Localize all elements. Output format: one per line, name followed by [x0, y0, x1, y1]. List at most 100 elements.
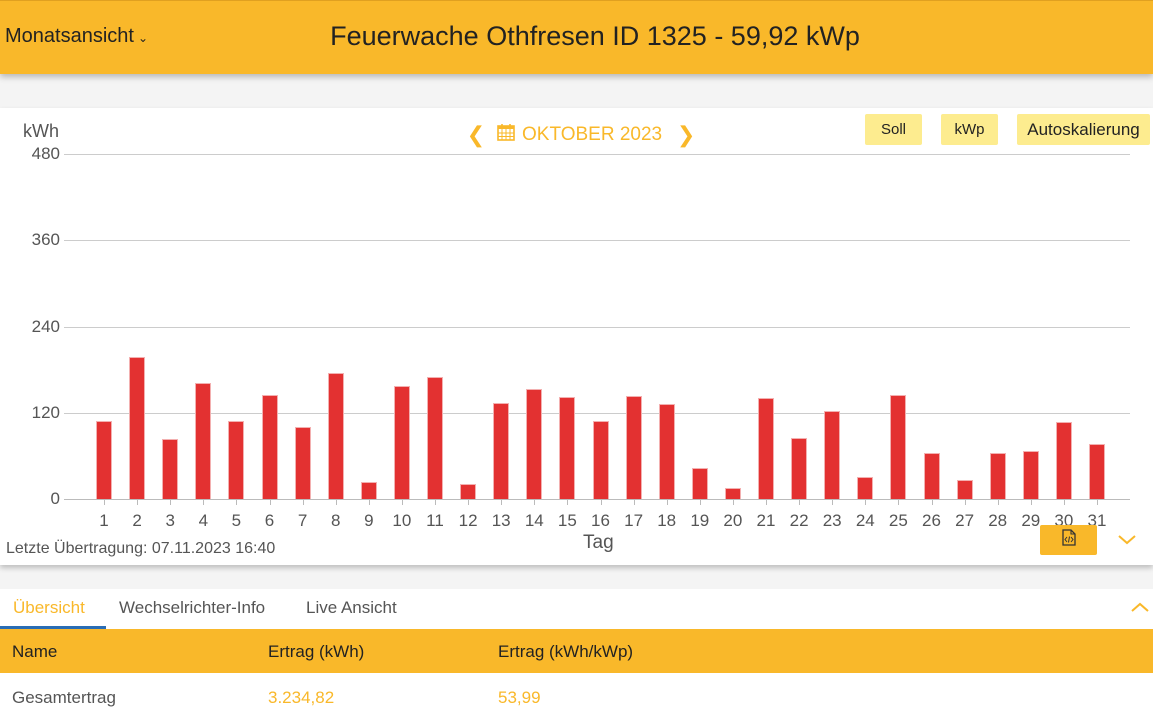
- soll-toggle-button[interactable]: Soll: [865, 114, 922, 145]
- bar-day-25[interactable]: [890, 394, 907, 499]
- month-navigator: ❮ OKTOBER 2023 ❯: [466, 122, 696, 148]
- bar-day-5[interactable]: [228, 420, 245, 499]
- x-tick-mark: [170, 500, 172, 505]
- view-mode-dropdown[interactable]: Monatsansicht ⌄: [5, 25, 148, 48]
- column-header-yield-kwh-kwp: Ertrag (kWh/kWp): [498, 642, 634, 661]
- x-tick-mark: [964, 500, 966, 505]
- bar-day-21[interactable]: [758, 398, 774, 499]
- last-transmission-text: Letzte Übertragung: 07.11.2023 16:40: [6, 540, 276, 557]
- bar-day-22[interactable]: [791, 437, 808, 499]
- y-axis-label: kWh: [23, 121, 59, 141]
- chevron-right-icon[interactable]: ❯: [676, 122, 696, 147]
- row-yield-kwh-kwp: 53,99: [498, 688, 541, 707]
- bar-day-1[interactable]: [96, 420, 112, 499]
- x-tick-mark: [799, 500, 801, 505]
- bar-day-31[interactable]: [1089, 444, 1105, 499]
- autoscale-toggle-button[interactable]: Autoskalierung: [1017, 114, 1150, 145]
- bar-day-30[interactable]: [1055, 422, 1072, 499]
- x-tick-label: 5: [231, 511, 242, 530]
- chevron-down-icon: ⌄: [137, 30, 149, 45]
- bar-day-14[interactable]: [526, 389, 543, 499]
- y-tick-label: 120: [31, 402, 60, 422]
- x-tick-mark: [1097, 500, 1098, 505]
- bar-day-8[interactable]: [327, 372, 344, 499]
- y-tick-label: 480: [31, 144, 60, 163]
- tab-overview[interactable]: Übersicht: [13, 598, 85, 617]
- bar-day-7[interactable]: [294, 427, 311, 499]
- x-tick-mark: [435, 500, 436, 505]
- x-tick-label: 24: [855, 511, 875, 530]
- chevron-up-icon[interactable]: [1131, 599, 1149, 617]
- x-tick-mark: [699, 500, 701, 505]
- bar-day-11[interactable]: [427, 376, 443, 499]
- y-tick-label: 240: [31, 316, 60, 336]
- bar-day-26[interactable]: [923, 453, 940, 499]
- bar-day-6[interactable]: [261, 394, 278, 499]
- x-tick-label: 19: [690, 511, 710, 530]
- x-tick-label: 1: [99, 511, 109, 530]
- x-tick-mark: [302, 500, 304, 505]
- x-tick-mark: [236, 500, 238, 505]
- calendar-icon[interactable]: [496, 122, 516, 148]
- bar-day-10[interactable]: [393, 386, 410, 499]
- bar-day-12[interactable]: [460, 483, 477, 499]
- gridline: [64, 240, 1130, 242]
- bar-day-28[interactable]: [989, 453, 1006, 499]
- x-tick-label: 25: [888, 511, 908, 530]
- bar-day-16[interactable]: [592, 420, 609, 499]
- export-button[interactable]: [1040, 525, 1097, 555]
- x-tick-label: 22: [789, 511, 809, 530]
- x-tick-mark: [368, 500, 370, 505]
- x-tick-label: 23: [822, 511, 842, 530]
- x-tick-label: 15: [557, 511, 577, 530]
- x-tick-mark: [468, 500, 470, 505]
- month-label[interactable]: OKTOBER 2023: [522, 124, 663, 145]
- bar-day-23[interactable]: [824, 411, 841, 499]
- bar-day-18[interactable]: [658, 404, 675, 499]
- bar-day-19[interactable]: [691, 468, 708, 499]
- x-tick-label: 14: [524, 511, 544, 530]
- x-tick-mark: [898, 500, 900, 505]
- y-tick-label: 360: [31, 230, 60, 250]
- tab-inverter-info[interactable]: Wechselrichter-Info: [119, 598, 266, 617]
- bar-day-4[interactable]: [195, 382, 212, 499]
- x-tick-label: 2: [132, 511, 142, 530]
- active-tab-indicator: [0, 626, 106, 629]
- x-tick-mark: [1030, 500, 1032, 505]
- bar-day-13[interactable]: [493, 403, 510, 499]
- kwp-toggle-button[interactable]: kWp: [941, 114, 998, 145]
- x-tick-label: 12: [458, 511, 478, 530]
- gridline: [64, 326, 1130, 328]
- x-tick-label: 9: [364, 511, 374, 530]
- x-tick-label: 13: [491, 511, 511, 530]
- column-header-yield-kwh: Ertrag (kWh): [268, 642, 365, 661]
- bar-day-24[interactable]: [857, 476, 874, 499]
- x-tick-mark: [633, 500, 635, 505]
- bar-day-17[interactable]: [625, 395, 642, 499]
- x-tick-label: 3: [165, 511, 175, 530]
- bar-day-2[interactable]: [129, 357, 146, 499]
- x-tick-label: 7: [297, 511, 308, 530]
- bar-day-3[interactable]: [162, 439, 179, 499]
- bar-day-27[interactable]: [956, 479, 973, 499]
- tab-live-view[interactable]: Live Ansicht: [306, 598, 397, 617]
- column-header-name: Name: [12, 642, 58, 661]
- x-tick-label: 26: [922, 511, 941, 530]
- chevron-down-icon[interactable]: [1118, 532, 1136, 550]
- x-tick-label: 18: [657, 511, 677, 530]
- chevron-left-icon[interactable]: ❮: [466, 122, 486, 147]
- bar-day-15[interactable]: [559, 396, 576, 499]
- bar-day-29[interactable]: [1022, 450, 1039, 499]
- bar-day-9[interactable]: [360, 482, 377, 499]
- page-title: Feuerwache Othfresen ID 1325 - 59,92 kWp: [330, 21, 860, 51]
- bar-day-20[interactable]: [724, 487, 741, 499]
- x-tick-label: 27: [955, 511, 975, 530]
- x-tick-mark: [269, 500, 271, 505]
- x-tick-mark: [534, 500, 536, 505]
- code-file-icon: [1061, 529, 1076, 551]
- x-tick-label: 29: [1021, 511, 1041, 530]
- chart-card: kWh ❮ OKTOBER 2023 ❯ Soll kWp Autoskalie…: [0, 108, 1153, 565]
- x-axis-label: Tag: [583, 532, 614, 553]
- x-tick-mark: [600, 500, 602, 505]
- table-header: Name Ertrag (kWh) Ertrag (kWh/kWp): [0, 629, 1153, 673]
